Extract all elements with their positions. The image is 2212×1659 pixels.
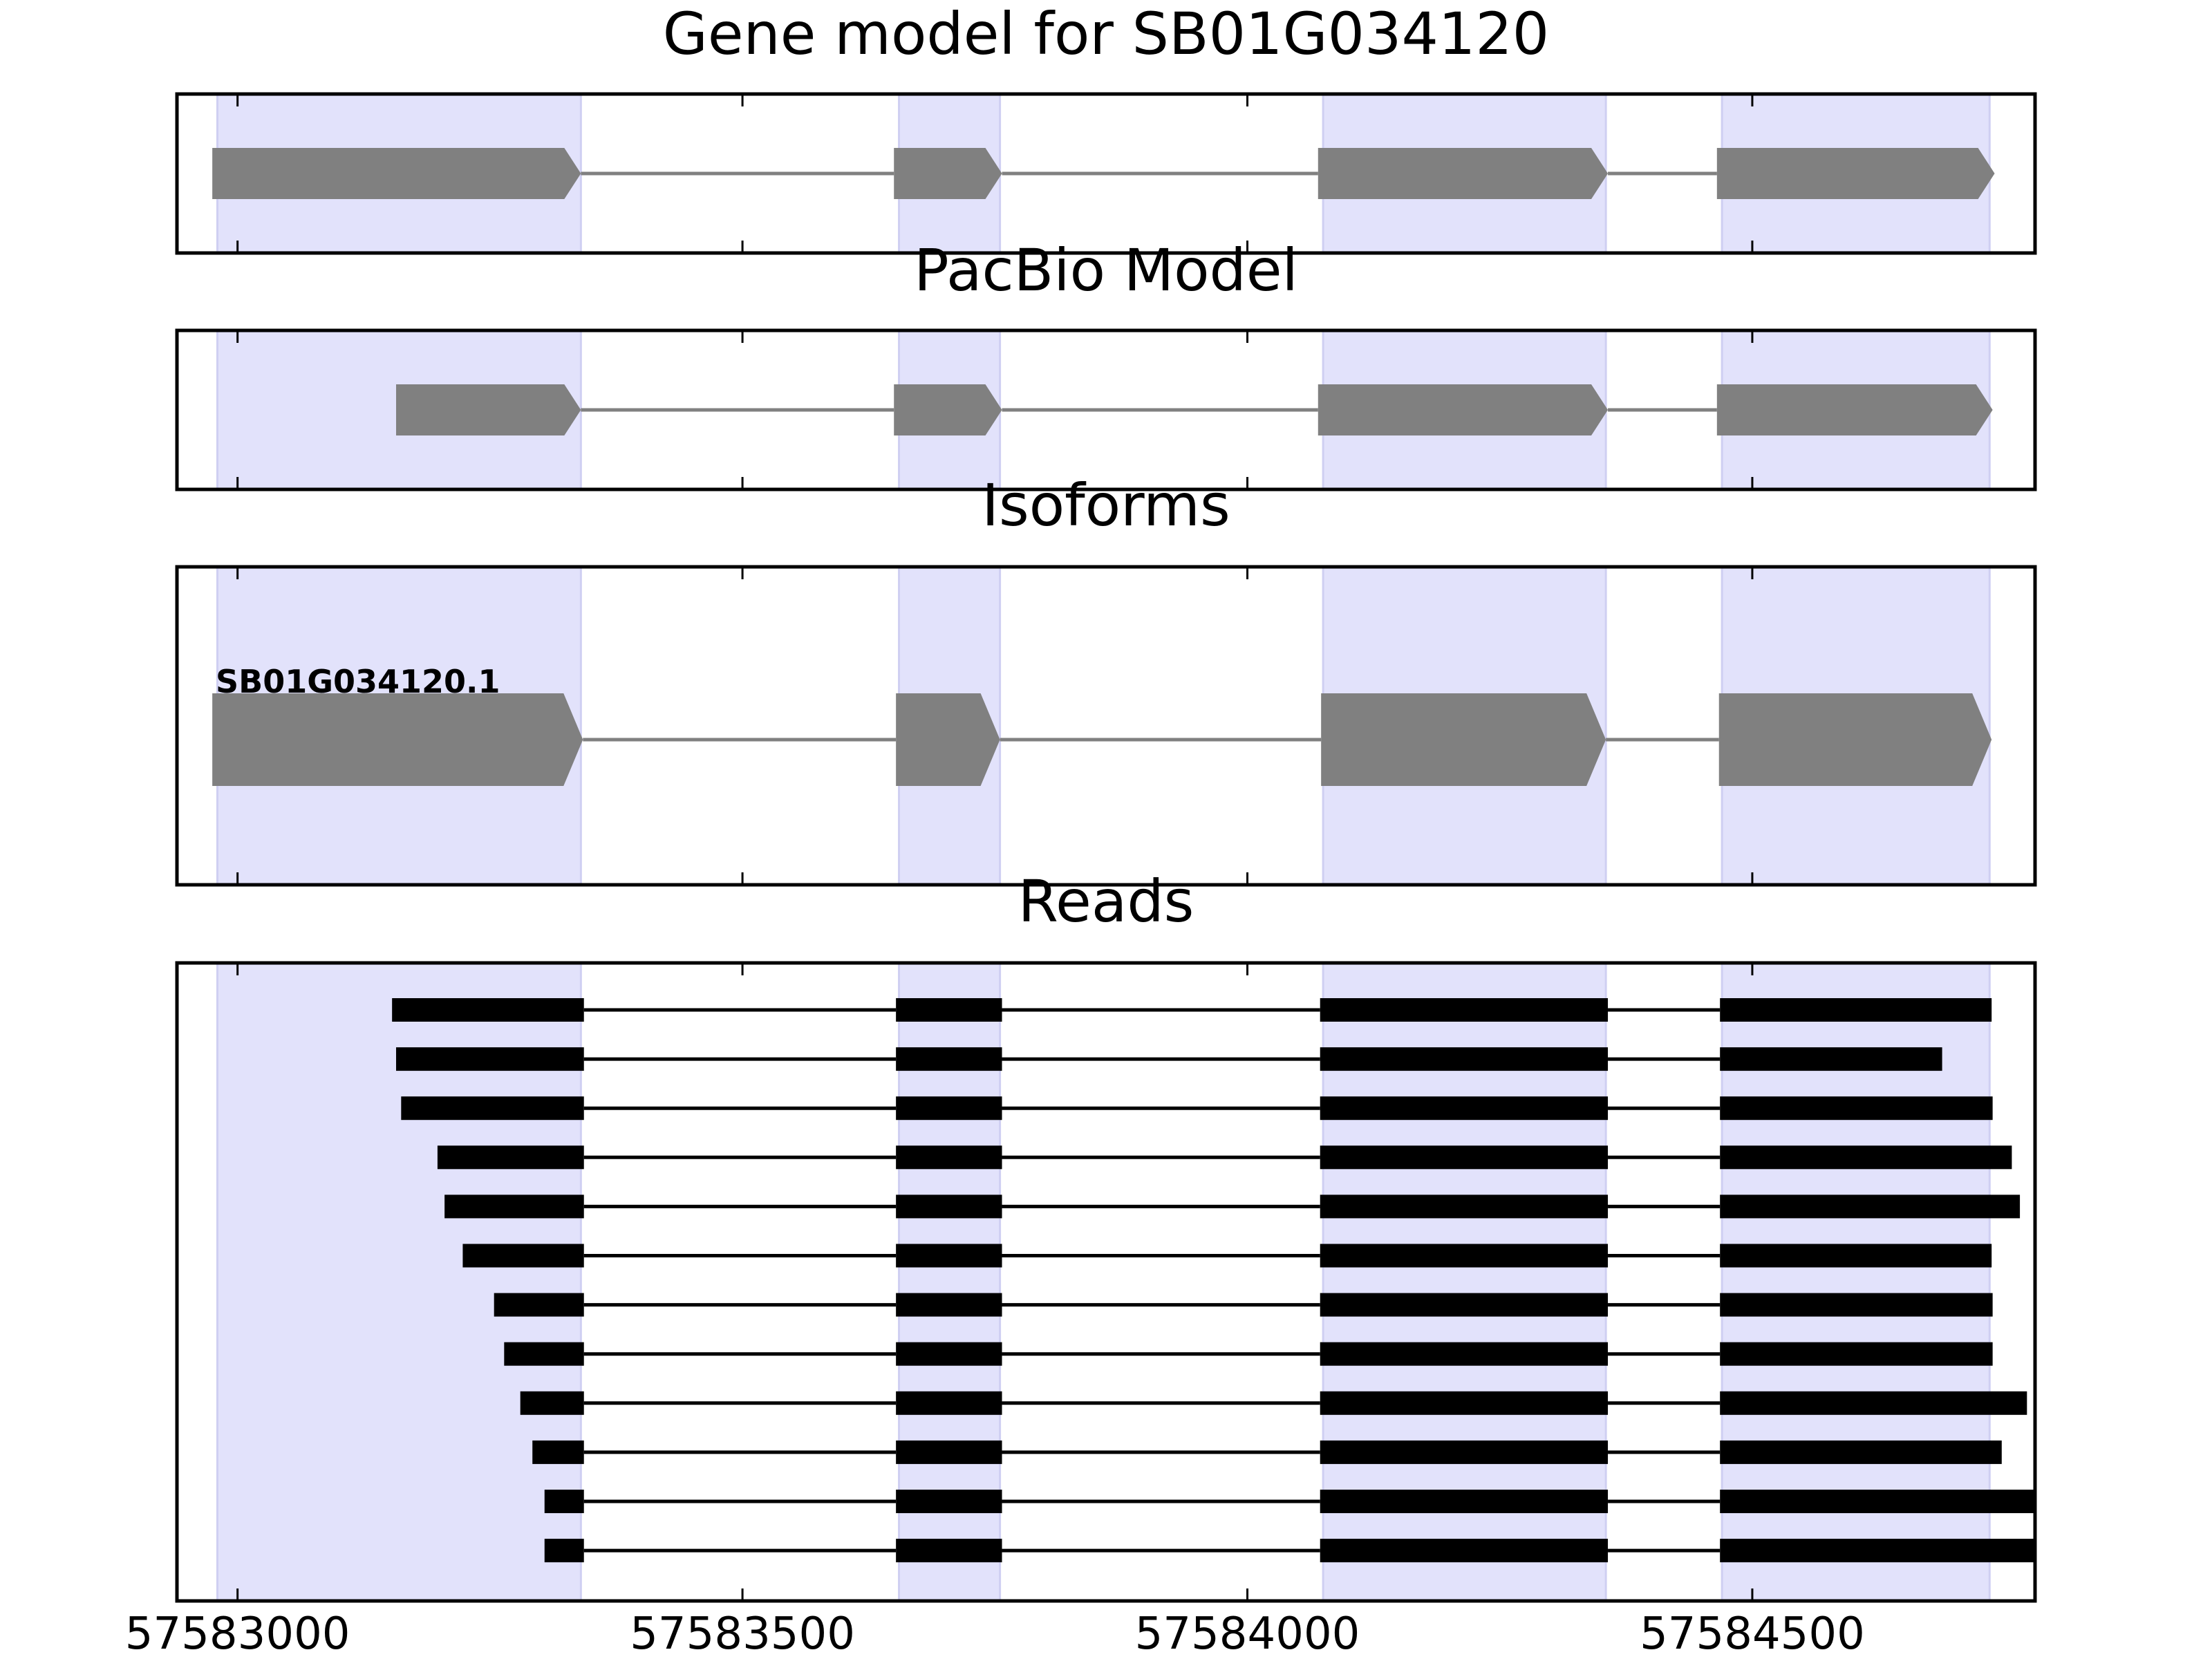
read-3	[401, 1096, 1993, 1121]
read-exon-block	[1320, 1244, 1609, 1268]
read-11	[544, 1490, 2035, 1513]
read-exon-block	[462, 1244, 584, 1268]
panel-frame	[175, 92, 2037, 255]
exon-arrow	[896, 693, 1000, 786]
x-tick-label: 57584500	[1640, 1609, 1865, 1659]
read-exon-block	[896, 1293, 1002, 1317]
read-exon-block	[1720, 1096, 1993, 1121]
read-exon-block	[396, 1047, 584, 1071]
read-exon-block	[1720, 998, 1992, 1022]
read-7	[494, 1293, 1993, 1317]
read-exon-block	[1720, 1047, 1942, 1071]
panel-content: SB01G034120.1	[212, 567, 1992, 885]
read-exon-block	[401, 1096, 584, 1121]
exon-arrow	[894, 148, 1002, 199]
panel-model-1	[175, 328, 2037, 491]
read-exon-block	[896, 1342, 1002, 1366]
exon-arrow	[212, 148, 581, 199]
exon-arrow	[1716, 384, 1993, 435]
read-exon-block	[544, 1490, 584, 1513]
read-1	[392, 998, 1992, 1022]
read-exon-block	[1320, 1342, 1609, 1366]
x-tick-label: 57583500	[630, 1609, 855, 1659]
read-exon-block	[896, 998, 1002, 1022]
exon-arrow	[212, 693, 583, 786]
read-exon-block	[1320, 1539, 1609, 1563]
read-2	[396, 1047, 1942, 1071]
panel-content	[212, 94, 1995, 253]
read-exon-block	[1720, 1194, 2021, 1219]
read-exon-block	[494, 1293, 584, 1317]
exon-arrow	[1321, 693, 1606, 786]
panel-model-0	[175, 92, 2037, 255]
read-exon-block	[1320, 1096, 1609, 1121]
isoform-label: SB01G034120.1	[216, 663, 500, 700]
read-exon-block	[392, 998, 584, 1022]
read-exon-block	[1720, 1539, 2035, 1563]
x-tick-label: 57584000	[1135, 1609, 1360, 1659]
read-exon-block	[1320, 1047, 1609, 1071]
read-6	[462, 1244, 1992, 1268]
read-exon-block	[896, 1244, 1002, 1268]
read-exon-block	[896, 1539, 1002, 1563]
read-exon-block	[896, 1440, 1002, 1464]
read-exon-block	[444, 1194, 584, 1219]
exon-arrow	[1716, 148, 1995, 199]
read-exon-block	[520, 1391, 584, 1415]
read-exon-block	[896, 1490, 1002, 1513]
read-exon-block	[1720, 1145, 2012, 1170]
panel-frame	[175, 961, 2037, 1603]
read-10	[532, 1440, 2002, 1464]
panel-frame	[175, 328, 2037, 491]
panel-title: Gene model for SB01G034120	[663, 0, 1549, 68]
panel-isoform-2: SB01G034120.1	[175, 565, 2037, 887]
read-exon-block	[1320, 1293, 1609, 1317]
read-5	[444, 1194, 2021, 1219]
read-9	[520, 1391, 2027, 1415]
panel-title: Reads	[1018, 868, 1194, 935]
exon-arrow	[894, 384, 1002, 435]
read-exon-block	[544, 1539, 584, 1563]
read-exon-block	[1720, 1293, 1993, 1317]
read-exon-block	[1320, 998, 1609, 1022]
read-exon-block	[1320, 1490, 1609, 1513]
panel-title: Isoforms	[982, 471, 1230, 539]
read-exon-block	[896, 1391, 1002, 1415]
exon-arrow	[1718, 693, 1992, 786]
read-exon-block	[896, 1194, 1002, 1219]
read-exon-block	[1320, 1194, 1609, 1219]
read-exon-block	[1720, 1342, 1993, 1366]
read-exon-block	[1320, 1391, 1609, 1415]
exon-arrow	[1318, 384, 1609, 435]
read-exon-block	[1320, 1440, 1609, 1464]
read-exon-block	[532, 1440, 584, 1464]
panel-content	[216, 330, 1993, 489]
read-exon-block	[1720, 1490, 2035, 1513]
x-tick-label: 57583000	[125, 1609, 350, 1659]
read-exon-block	[896, 1096, 1002, 1121]
panel-content	[216, 963, 2035, 1601]
read-exon-block	[896, 1145, 1002, 1170]
read-4	[437, 1145, 2012, 1170]
panel-frame	[175, 565, 2037, 887]
read-exon-block	[1720, 1244, 1992, 1268]
read-exon-block	[1720, 1391, 2027, 1415]
exon-arrow	[1318, 148, 1609, 199]
exon-arrow	[396, 384, 581, 435]
read-12	[544, 1539, 2035, 1563]
read-exon-block	[504, 1342, 584, 1366]
read-8	[504, 1342, 1993, 1366]
panel-reads-3	[175, 961, 2037, 1603]
x-axis: 57583000 57583500 57584000 57584500	[125, 1609, 1865, 1659]
panel-title: PacBio Model	[914, 236, 1298, 304]
read-exon-block	[437, 1145, 584, 1170]
read-exon-block	[896, 1047, 1002, 1071]
read-exon-block	[1320, 1145, 1609, 1170]
read-exon-block	[1720, 1440, 2002, 1464]
